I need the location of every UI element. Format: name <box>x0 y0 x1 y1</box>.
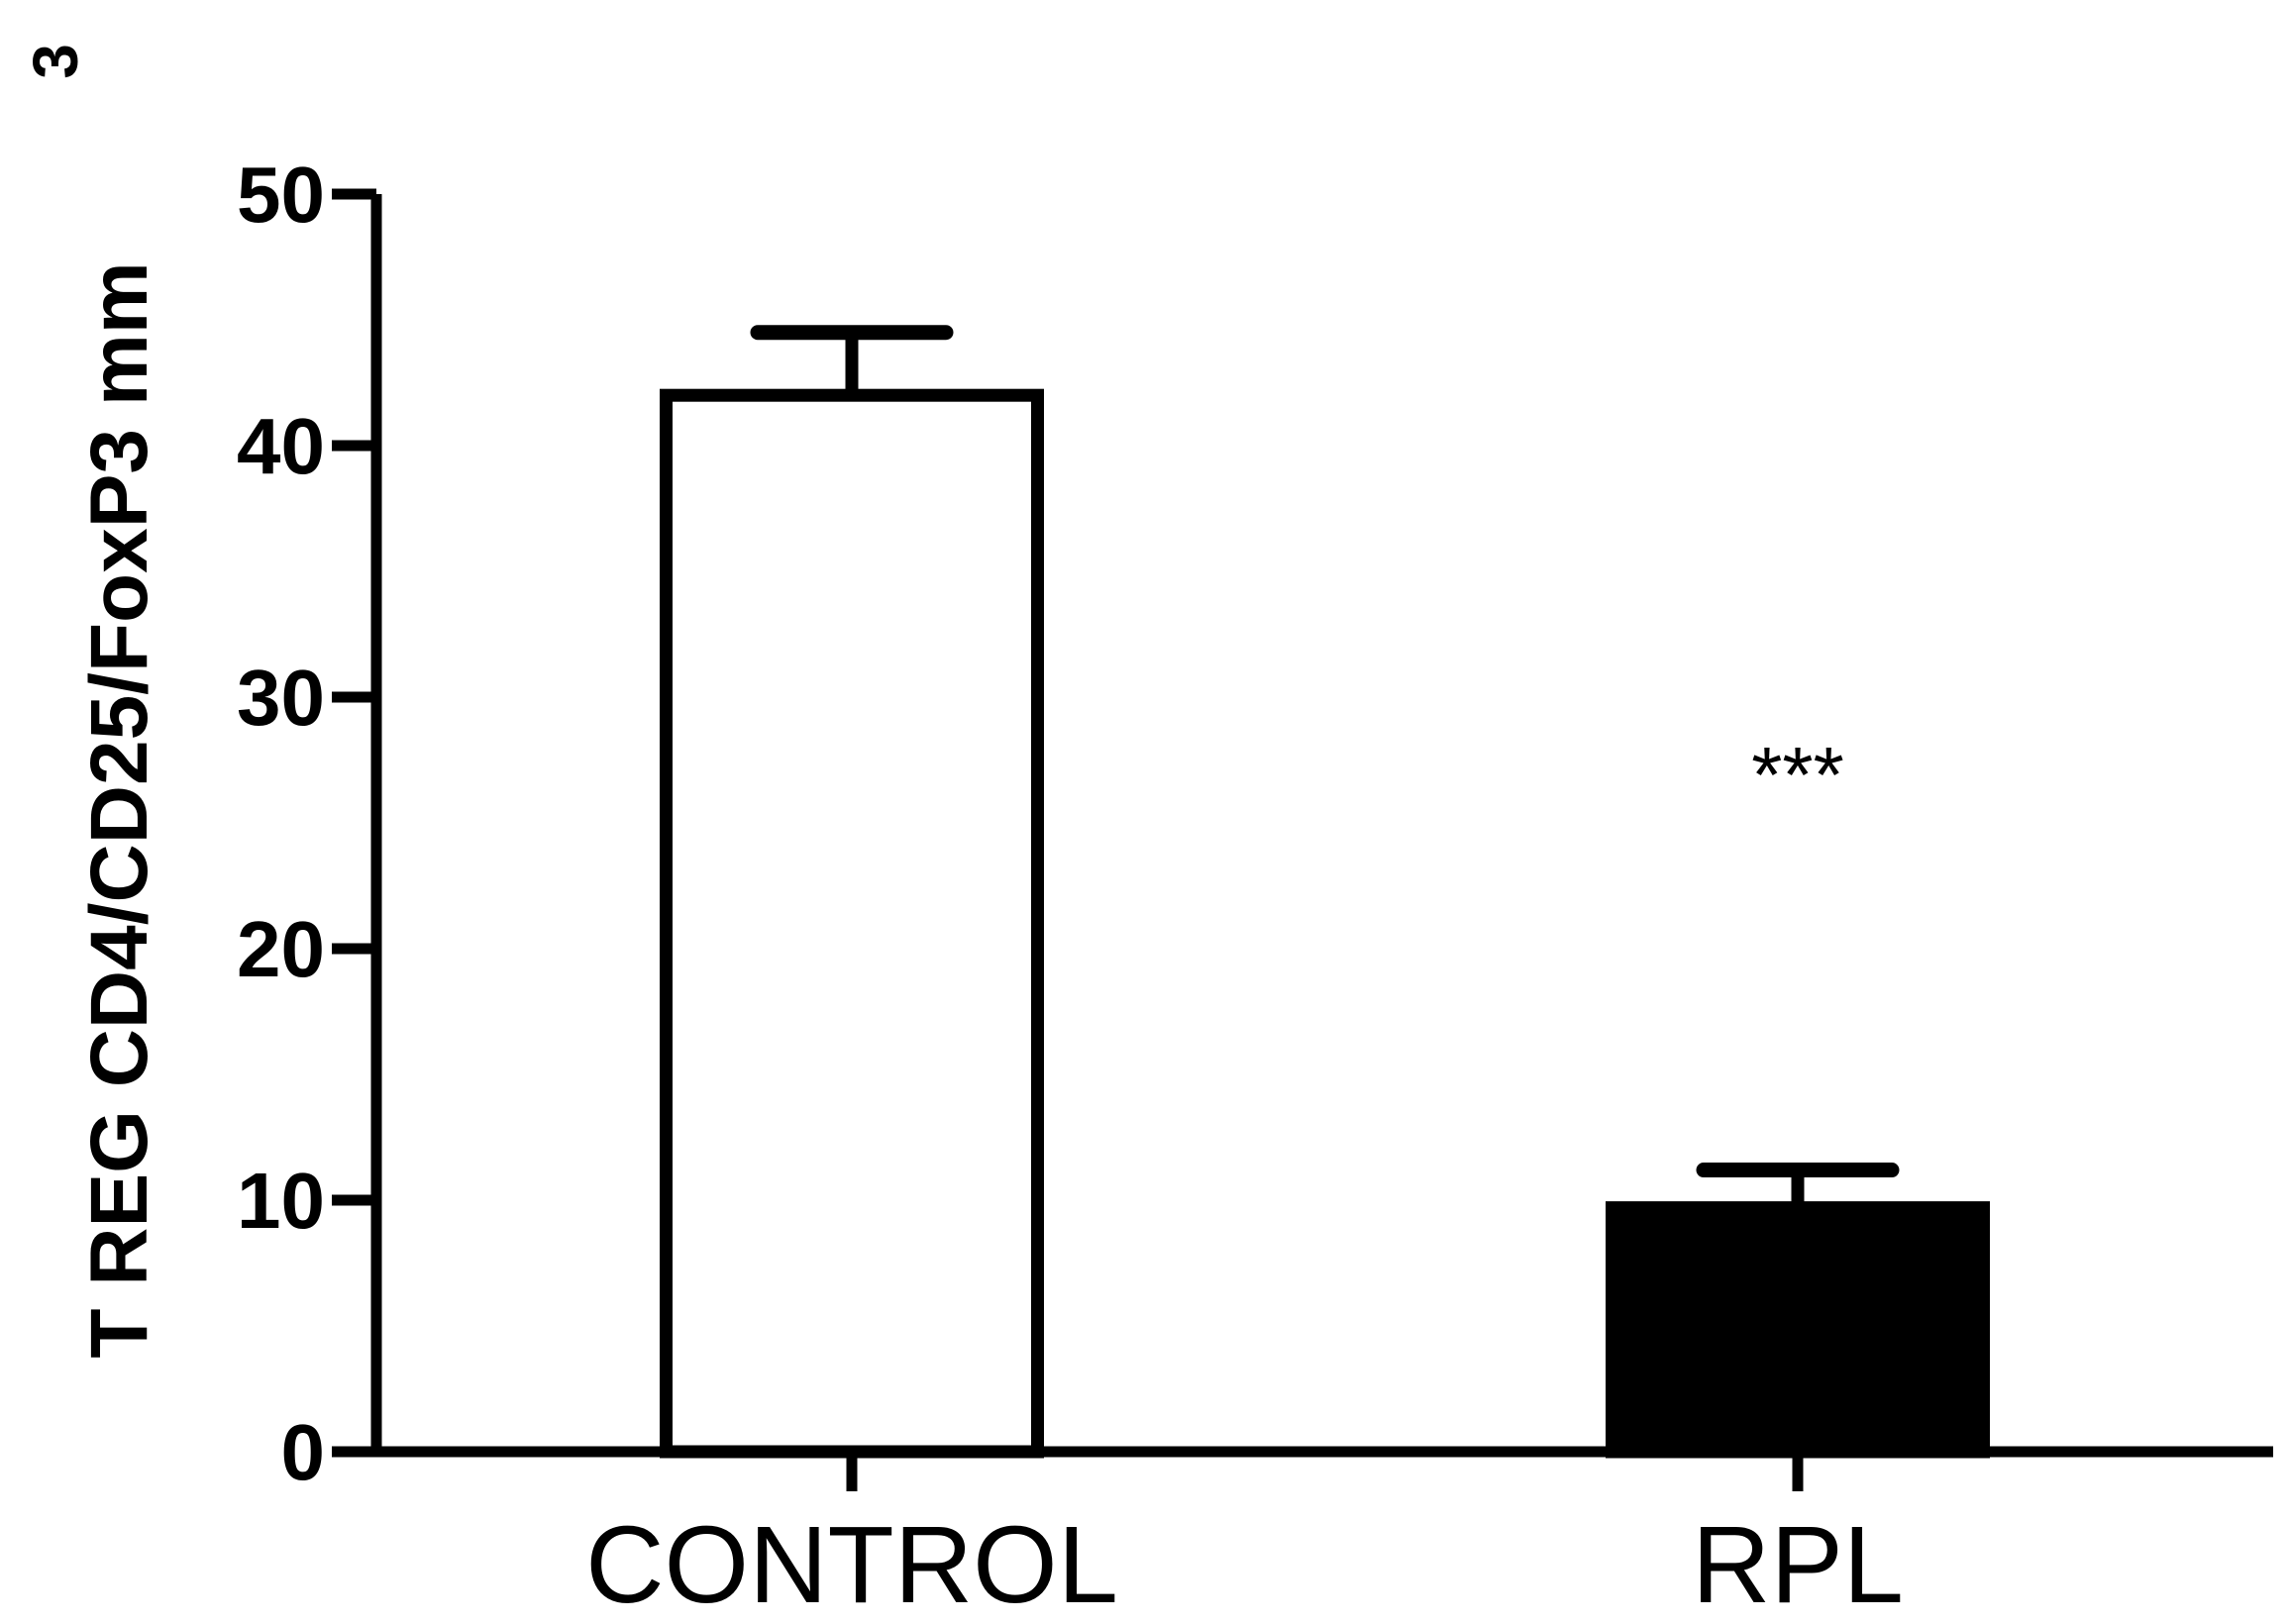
bars <box>660 325 1990 1459</box>
y-axis-title-group: T REG CD4/CD25/FoxP3 mm 3 <box>20 44 164 1358</box>
y-tick-label: 10 <box>237 1157 325 1245</box>
bar-control <box>660 388 1044 1459</box>
labels: 0 10 20 30 40 50 CONTROL RPL *** <box>237 151 1904 1624</box>
y-tick-label: 20 <box>237 905 325 993</box>
y-tick-label: 30 <box>237 654 325 742</box>
y-tick-label: 50 <box>237 151 325 239</box>
x-tick-label-control: CONTROL <box>585 1504 1118 1624</box>
significance-annotation: *** <box>1751 731 1843 819</box>
y-axis-title: T REG CD4/CD25/FoxP3 mm <box>74 261 164 1358</box>
x-tick-label-rpl: RPL <box>1692 1504 1904 1624</box>
y-tick-label: 40 <box>237 402 325 490</box>
y-axis-title-superscript: 3 <box>20 44 91 79</box>
bar-rpl <box>1606 1201 1990 1459</box>
y-tick-label: 0 <box>281 1408 326 1496</box>
